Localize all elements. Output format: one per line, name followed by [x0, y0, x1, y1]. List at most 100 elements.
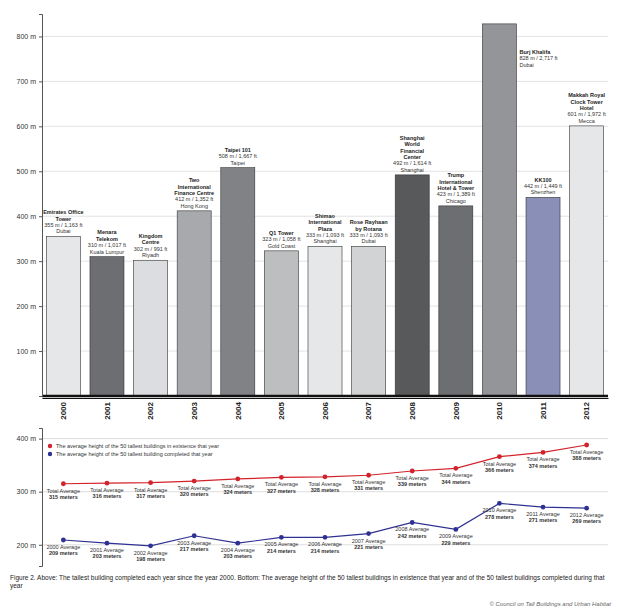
grid-line [42, 171, 608, 172]
bars [46, 24, 603, 396]
tick: 2011 [539, 401, 548, 419]
tick-mark [39, 351, 42, 352]
tick-label: 200 m [17, 542, 37, 549]
series-marker [192, 479, 197, 484]
text-line: Hotel [580, 105, 594, 111]
legend-entry: The average height of the 50 tallest bui… [48, 443, 219, 449]
data-label: 2012 Average269 meters [570, 512, 604, 524]
text-line: Burj Khalifa [519, 49, 551, 55]
building-label: Taipei 101508 m / 1,667 ftTaipei [219, 147, 258, 166]
data-label: 2006 Average214 meters [308, 541, 342, 553]
series-marker [366, 473, 371, 478]
text-line: 388 meters [572, 455, 601, 461]
text-line: Hotel & Tower [438, 185, 475, 191]
data-labels: Total Average315 meters Total Average316 … [46, 449, 603, 562]
building-name: Makkah RoyalClock TowerHotel [568, 92, 605, 111]
building-name: Emirates OfficeTower [43, 209, 83, 221]
year-label: 2001 [103, 401, 112, 419]
building-labels: Emirates OfficeTower355 m / 1,163 ftDuba… [43, 49, 606, 258]
data-label: Total Average315 meters [47, 488, 80, 500]
tick: 400 m [17, 213, 42, 220]
tick: 2010 [495, 401, 504, 419]
text-line: Shanghai [400, 135, 425, 141]
legend-entry: The average height of the 50 tallest bui… [48, 451, 213, 457]
building-label: TwoInternationalFinance Centre412 m / 1,… [174, 177, 214, 209]
building-bar [352, 246, 386, 396]
building-bar [177, 211, 211, 396]
tick: 2009 [452, 401, 461, 419]
text-line: Kingdom [139, 233, 163, 239]
building-bar [395, 175, 429, 396]
legend-label: The average height of the 50 tallest bui… [56, 451, 213, 457]
tick-mark [39, 81, 42, 82]
building-city: Mecca [579, 118, 596, 124]
text-line: 317 meters [136, 493, 165, 499]
tick: 600 m [17, 123, 42, 130]
text-line: 269 meters [572, 518, 601, 524]
text-line: 2012 Average [570, 512, 604, 518]
text-line: 320 meters [180, 491, 209, 497]
data-label: 2001 Average203 meters [90, 547, 124, 559]
series-marker [105, 481, 110, 486]
building-name: TwoInternationalFinance Centre [174, 177, 214, 196]
text-line: Menara [97, 229, 117, 235]
tick-mark [39, 545, 42, 546]
year-label: 2000 [59, 401, 68, 419]
text-line: Emirates Office [43, 209, 83, 215]
series-marker [584, 443, 589, 448]
text-line: 2008 Average [395, 526, 429, 532]
text-line: Q1 Tower [269, 230, 295, 236]
caption: Figure 2. Above: The tallest building co… [10, 574, 605, 590]
series-marker [410, 520, 415, 525]
building-label: Rose Rayhaanby Rotana333 m / 1,093 ftDub… [349, 219, 388, 244]
building-height: 333 m / 1,093 ft [349, 232, 388, 238]
data-label: Total Average331 meters [352, 479, 385, 491]
building-label: KingdomCentre302 m / 991 ftRiyadh [134, 233, 168, 258]
text-line: 328 meters [311, 487, 340, 493]
text-line: Total Average [221, 483, 254, 489]
building-label: TrumpInternationalHotel & Tower423 m / 1… [437, 172, 476, 204]
text-line: 2009 Average [439, 533, 473, 539]
year-label: 2010 [495, 401, 504, 419]
building-bar [439, 206, 473, 396]
legend: The average height of the 50 tallest bui… [48, 443, 219, 457]
text-line: 229 meters [441, 540, 470, 546]
year-label: 2007 [364, 401, 373, 419]
tick-label: 500 m [17, 168, 37, 175]
building-name: MenaraTelekom [96, 229, 118, 241]
tick: 2001 [103, 401, 112, 419]
text-line: 2010 Average [482, 507, 516, 513]
year-label: 2004 [234, 401, 243, 419]
text-line: Center [404, 154, 422, 160]
tick: 200 m [17, 542, 42, 549]
building-label: Emirates OfficeTower355 m / 1,163 ftDuba… [43, 209, 83, 234]
series-marker [148, 480, 153, 485]
axis-line [39, 429, 43, 567]
building-height: 423 m / 1,389 ft [437, 191, 476, 197]
building-bar [221, 168, 255, 396]
year-label: 2005 [277, 401, 286, 419]
series-marker [148, 543, 153, 548]
text-line: 2001 Average [90, 547, 124, 553]
series-marker [323, 474, 328, 479]
text-line: 339 meters [398, 481, 427, 487]
data-label: Total Average316 meters [90, 487, 123, 499]
axis-line [39, 15, 43, 397]
data-label: 2002 Average198 meters [134, 550, 168, 562]
y-axis: 100 m200 m300 m400 m500 m600 m700 m800 m [17, 15, 43, 397]
tick: 2012 [582, 401, 591, 419]
data-label: 2003 Average217 meters [177, 540, 211, 552]
text-line: World [404, 141, 419, 147]
building-height: 442 m / 1,449 ft [524, 183, 563, 189]
building-bar [482, 24, 516, 396]
text-line: Total Average [396, 475, 429, 481]
series-marker [497, 454, 502, 459]
building-city: Hong Kong [180, 203, 208, 209]
text-line: 198 meters [136, 556, 165, 562]
tick: 2006 [321, 401, 330, 419]
building-name: KK100 [534, 177, 551, 183]
text-line: Total Average [265, 481, 298, 487]
text-line: 324 meters [223, 489, 252, 495]
year-label: 2012 [582, 401, 591, 419]
text-line: Figure 2. Above: The tallest building co… [10, 574, 605, 582]
